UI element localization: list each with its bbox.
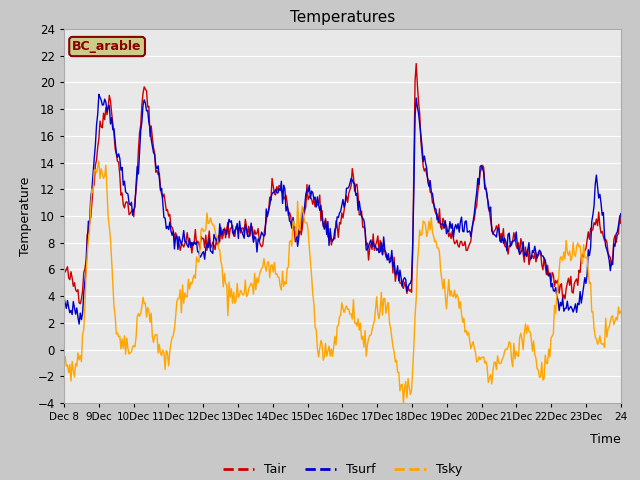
Line: Tair: Tair: [64, 63, 621, 304]
Tair: [412, 60, 420, 66]
Tsky: [568, 255, 576, 261]
Tsky: [234, 295, 242, 300]
Tsurf: [617, 211, 625, 216]
Tsky: [472, 349, 479, 355]
Tsky: [401, 384, 408, 390]
Tsky: [399, 400, 407, 406]
Tsurf: [401, 275, 408, 280]
Tsky: [373, 294, 381, 300]
Tsurf: [76, 321, 83, 327]
Tair: [296, 223, 304, 229]
Tsurf: [95, 91, 102, 97]
Tsurf: [472, 199, 479, 204]
Text: BC_arable: BC_arable: [72, 40, 142, 53]
Line: Tsurf: Tsurf: [64, 94, 621, 324]
Tsky: [60, 356, 68, 361]
Tair: [399, 286, 407, 291]
Text: Time: Time: [590, 433, 621, 446]
Tsurf: [236, 218, 243, 224]
Tsky: [296, 228, 304, 233]
Title: Temperatures: Temperatures: [290, 10, 395, 25]
Tsurf: [374, 246, 381, 252]
Tsky: [95, 158, 102, 164]
Y-axis label: Temperature: Temperature: [19, 176, 32, 256]
Tair: [234, 225, 242, 231]
Tsurf: [298, 226, 305, 232]
Tair: [617, 220, 625, 226]
Tsurf: [60, 294, 68, 300]
Tair: [472, 206, 479, 212]
Tsky: [617, 309, 625, 314]
Tair: [568, 289, 576, 295]
Tair: [373, 239, 381, 245]
Tsurf: [568, 306, 576, 312]
Tair: [60, 264, 68, 270]
Legend: Tair, Tsurf, Tsky: Tair, Tsurf, Tsky: [218, 458, 467, 480]
Tair: [76, 301, 84, 307]
Line: Tsky: Tsky: [64, 161, 621, 403]
